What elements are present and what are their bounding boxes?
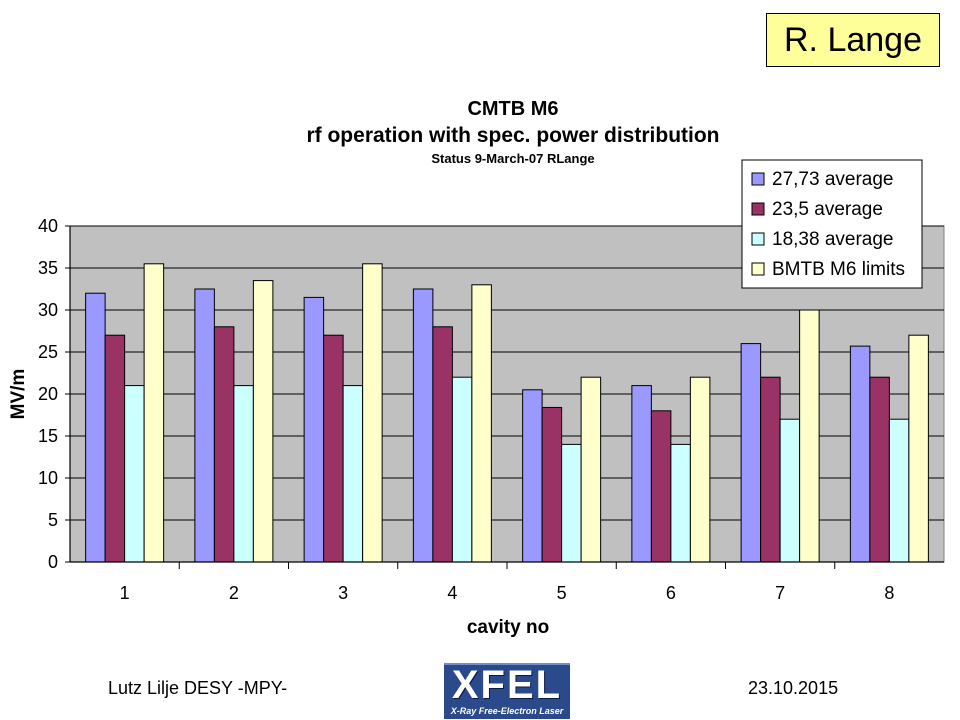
bar (362, 263, 383, 563)
xfel-logo: XFEL X-Ray Free-Electron Laser (444, 663, 570, 719)
bar (760, 376, 781, 563)
x-tick-label: 6 (666, 583, 676, 603)
x-tick-label: 1 (120, 583, 130, 603)
bar (869, 376, 890, 563)
bar (849, 345, 871, 563)
bar (252, 280, 274, 563)
bar (799, 309, 820, 563)
bar (124, 385, 145, 563)
axes: 0 5 10 15 20 25 30 35 40 1 2 3 4 5 6 7 8 (38, 216, 944, 603)
y-axis-label: MV/m (8, 369, 29, 420)
bars (85, 263, 929, 563)
bar (432, 326, 453, 563)
bar (451, 376, 473, 563)
y-tick-label: 20 (38, 384, 58, 404)
bar (541, 406, 563, 563)
bar (689, 376, 711, 563)
bar (740, 343, 762, 563)
legend-swatch (751, 262, 765, 276)
x-tick-label: 8 (884, 583, 894, 603)
y-tick-label: 5 (48, 510, 58, 530)
x-axis-label: cavity no (467, 617, 549, 638)
bar (631, 385, 652, 563)
footer-date: 23.10.2015 (748, 678, 839, 698)
legend-label: BMTB M6 limits (772, 259, 905, 280)
y-tick-label: 0 (48, 552, 58, 572)
y-tick-label: 40 (38, 216, 58, 236)
author-label: R. Lange (766, 13, 940, 67)
bar (779, 418, 801, 563)
x-tick-label: 3 (338, 583, 348, 603)
logo-word: XFEL (451, 663, 563, 707)
legend-swatch (751, 172, 765, 186)
y-tick-label: 30 (38, 300, 58, 320)
y-tick-label: 35 (38, 258, 58, 278)
bar (580, 376, 602, 563)
logo-subtitle: X-Ray Free-Electron Laser (450, 706, 564, 716)
bar (650, 410, 672, 563)
bar (888, 418, 910, 563)
bar (233, 385, 254, 563)
bar (104, 334, 126, 563)
legend-label: 23,5 average (772, 199, 883, 220)
y-tick-label: 15 (38, 426, 58, 446)
bar (303, 296, 325, 563)
legend-box (741, 159, 923, 289)
bar (143, 263, 165, 563)
legend: 27,73 average 23,5 average 18,38 average BM… (741, 159, 923, 289)
legend-swatch (751, 202, 765, 216)
chart-status: Status 9-March-07 RLange (431, 151, 594, 166)
bar (670, 443, 691, 563)
bar (194, 288, 215, 563)
bar (471, 284, 492, 563)
bar (522, 389, 543, 563)
bar (412, 288, 434, 563)
x-tick-label: 5 (557, 583, 567, 603)
chart-subtitle: rf operation with spec. power distributi… (306, 124, 719, 147)
bar (213, 326, 235, 563)
footer-presenter: Lutz Lilje DESY -MPY- (108, 678, 288, 698)
legend-label: 27,73 average (772, 169, 894, 190)
bar (908, 334, 929, 563)
legend-swatch (751, 232, 765, 246)
bar (342, 385, 364, 563)
legend-label: 18,38 average (772, 229, 894, 250)
x-tick-label: 7 (775, 583, 785, 603)
bar (323, 334, 344, 563)
bar-chart: CMTB M6 rf operation with spec. power di… (8, 98, 945, 638)
bar (561, 443, 582, 563)
y-tick-label: 25 (38, 342, 58, 362)
bar (85, 292, 106, 563)
x-tick-label: 2 (229, 583, 239, 603)
x-tick-label: 4 (447, 583, 457, 603)
chart-title: CMTB M6 (467, 98, 558, 120)
y-tick-label: 10 (38, 468, 58, 488)
